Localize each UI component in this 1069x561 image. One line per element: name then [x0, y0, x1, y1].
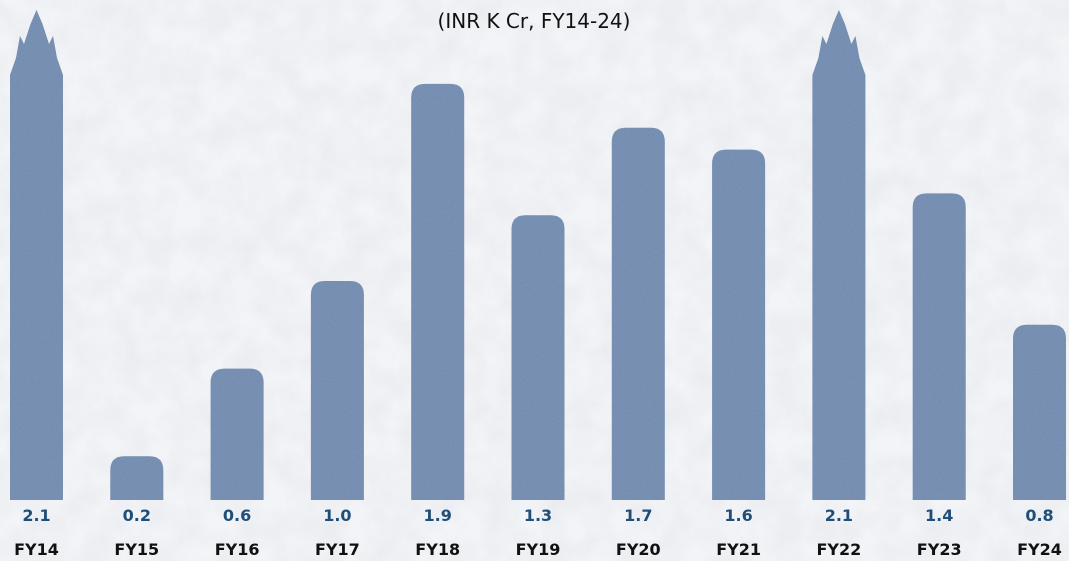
value-label-fy18: 1.9: [424, 506, 452, 525]
bar-fy16: [210, 368, 264, 500]
bar-fy17: [310, 281, 364, 500]
category-label-fy15: FY15: [114, 540, 159, 559]
bars-group: [10, 10, 1066, 501]
value-label-fy21: 1.6: [724, 506, 752, 525]
bar-fy21: [712, 149, 766, 500]
category-label-fy19: FY19: [516, 540, 561, 559]
value-label-fy14: 2.1: [22, 506, 50, 525]
chart-subtitle: (INR K Cr, FY14-24): [438, 9, 631, 33]
category-label-fy21: FY21: [716, 540, 761, 559]
bar-fy19: [511, 215, 565, 501]
bar-fy15: [110, 456, 164, 500]
value-label-fy22: 2.1: [825, 506, 853, 525]
bar-fy22: [812, 10, 866, 500]
category-label-fy23: FY23: [917, 540, 962, 559]
value-label-fy20: 1.7: [624, 506, 652, 525]
category-label-fy22: FY22: [817, 540, 862, 559]
value-label-fy23: 1.4: [925, 506, 953, 525]
value-label-fy15: 0.2: [123, 506, 151, 525]
bar-fy18: [411, 83, 465, 501]
bar-fy20: [611, 127, 665, 500]
category-labels-group: FY14 FY15 FY16 FY17 FY18 FY19 FY20 FY21 FY22 FY23…: [14, 540, 1062, 559]
bar-fy14: [10, 10, 63, 500]
value-label-fy19: 1.3: [524, 506, 552, 525]
value-label-fy16: 0.6: [223, 506, 251, 525]
category-label-fy17: FY17: [315, 540, 360, 559]
category-label-fy24: FY24: [1017, 540, 1062, 559]
bar-fy23: [912, 193, 966, 500]
value-label-fy24: 0.8: [1025, 506, 1053, 525]
category-label-fy16: FY16: [215, 540, 260, 559]
value-label-fy17: 1.0: [323, 506, 351, 525]
category-label-fy20: FY20: [616, 540, 661, 559]
category-label-fy14: FY14: [14, 540, 59, 559]
value-labels-group: 2.1 0.2 0.6 1.0 1.9 1.3 1.7 1.6 2.1 1.4 0.8: [22, 506, 1053, 525]
bar-fy24: [1013, 324, 1066, 500]
category-label-fy18: FY18: [415, 540, 460, 559]
